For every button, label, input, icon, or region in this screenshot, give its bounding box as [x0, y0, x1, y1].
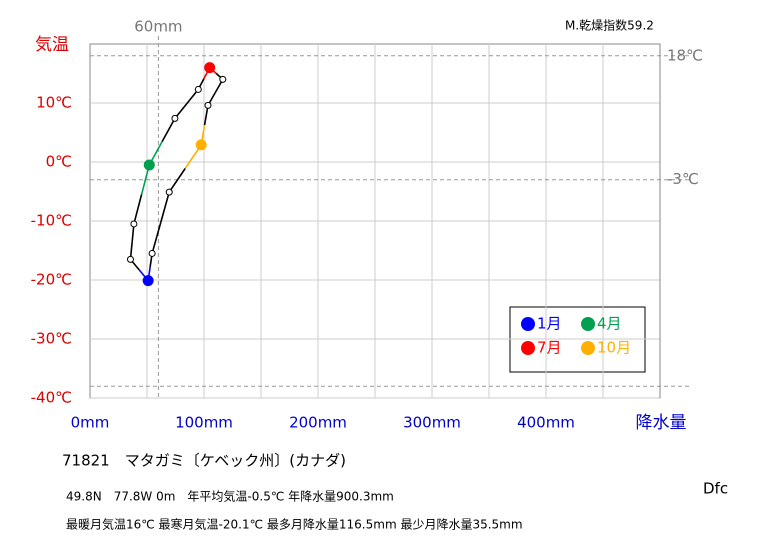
y-tick-label: 10℃ [36, 94, 72, 112]
dryness-index: M.乾燥指数59.2 [565, 18, 654, 33]
legend-label: 7月 [537, 339, 562, 357]
y-tick-label: 0℃ [46, 153, 72, 171]
x-tick-label: 400mm [517, 414, 575, 432]
data-point [204, 101, 212, 109]
y-tick-label: -30℃ [31, 330, 72, 348]
x-tick-label: 100mm [175, 414, 233, 432]
data-point [204, 62, 216, 74]
line-segment [159, 191, 171, 223]
legend-marker [581, 341, 595, 355]
data-point [195, 139, 207, 151]
legend-marker [521, 317, 535, 331]
ref-label: -3℃ [667, 170, 699, 188]
data-point [142, 275, 154, 287]
station-name: 71821 マタガミ〔ケベック州〕(カナダ) [62, 452, 346, 470]
y-tick-label: -40℃ [31, 389, 72, 407]
line-segment [133, 194, 143, 225]
x-axis-label: 降水量 [636, 413, 687, 433]
data-point [130, 220, 138, 228]
legend-marker [521, 341, 535, 355]
line-segment [168, 168, 186, 193]
data-point [165, 188, 173, 196]
x-tick-label: 300mm [403, 414, 461, 432]
climate-class: Dfc [703, 480, 728, 498]
y-tick-label: -20℃ [31, 271, 72, 289]
x-tick-label: 200mm [289, 414, 347, 432]
station-info: 最暖月気温16℃ 最寒月気温-20.1℃ 最多月降水量116.5mm 最少月降水… [66, 517, 523, 532]
y-tick-label: -10℃ [31, 212, 72, 230]
line-segment [151, 222, 162, 254]
x-tick-label: 0mm [71, 414, 110, 432]
y-axis-label: 気温 [35, 35, 69, 55]
data-point [219, 75, 227, 83]
legend-label: 10月 [597, 339, 631, 357]
legend-marker [581, 317, 595, 331]
data-point [143, 159, 155, 171]
data-point [194, 85, 202, 93]
data-point [126, 255, 134, 263]
line-segment [161, 117, 176, 143]
ref-label: 60mm [134, 18, 182, 36]
data-point [171, 114, 179, 122]
legend-label: 1月 [537, 315, 562, 333]
data-point [148, 249, 156, 257]
legend-label: 4月 [597, 315, 622, 333]
ref-label: 18℃ [667, 46, 703, 64]
station-info: 49.8N 77.8W 0m 年平均気温-0.5℃ 年降水量900.3mm [66, 489, 394, 504]
